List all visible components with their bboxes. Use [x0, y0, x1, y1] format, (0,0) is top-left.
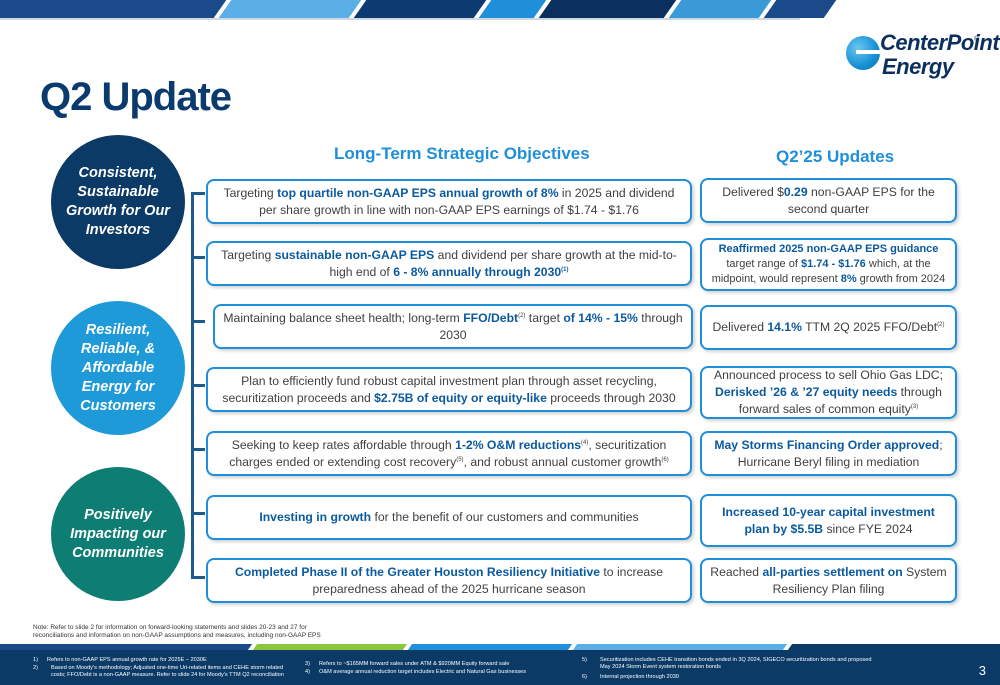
objective-box-1: Targeting top quartile non-GAAP EPS annu… [206, 179, 692, 224]
objective-box-4: Plan to efficiently fund robust capital … [206, 367, 692, 412]
pillar-communities: Positively Impacting our Communities [51, 467, 185, 601]
footnote-1: 1) Refers to non-GAAP EPS annual growth r… [33, 657, 207, 663]
top-decorative-stripes [0, 0, 1000, 18]
footnote-3: 3) Refers to ~$165MM forward sales under … [305, 661, 510, 667]
page-title: Q2 Update [40, 75, 232, 119]
top-divider [0, 18, 800, 20]
update-box-6: Increased 10-year capital investment pla… [700, 494, 957, 547]
slide-note: Note: Refer to slide 2 for information o… [33, 624, 321, 639]
bracket-tick [191, 448, 205, 451]
update-box-5: May Storms Financing Order approved; Hur… [700, 431, 957, 476]
bracket-tick [191, 384, 205, 387]
objectives-header: Long-Term Strategic Objectives [334, 144, 590, 163]
updates-header: Q2’25 Updates [776, 147, 895, 166]
update-box-2: Reaffirmed 2025 non-GAAP EPS guidance ta… [700, 238, 957, 291]
update-box-4: Announced process to sell Ohio Gas LDC; … [700, 366, 957, 419]
bracket-tick [191, 576, 205, 579]
logo-text-line2: Energy [882, 54, 954, 79]
objective-box-5: Seeking to keep rates affordable through… [206, 431, 692, 476]
bracket-tick [191, 192, 205, 195]
footnote-6: 6) Internal projection through 2030 [582, 674, 679, 680]
bracket-tick [191, 512, 205, 515]
pillar-customers: Resilient, Reliable, & Affordable Energy… [51, 301, 185, 435]
objective-box-3: Maintaining balance sheet health; long-t… [213, 304, 693, 349]
objective-box-2: Targeting sustainable non-GAAP EPS and d… [206, 241, 692, 286]
objective-box-6: Investing in growth for the benefit of o… [206, 495, 692, 540]
update-box-3: Delivered 14.1% TTM 2Q 2025 FFO/Debt(2) [700, 305, 957, 350]
footnote-4: 4) O&M average annual reduction target in… [305, 669, 527, 675]
bracket-tick [191, 320, 205, 323]
footnote-2: 2) Based on Moody’s methodology; Adjusted… [33, 665, 284, 678]
logo-text-line1: CenterPoint [880, 30, 1000, 55]
centerpoint-logo: CenterPoint Energy ® [846, 30, 1000, 82]
update-box-1: Delivered $0.29 non-GAAP EPS for the sec… [700, 178, 957, 223]
objective-box-7: Completed Phase II of the Greater Housto… [206, 558, 692, 603]
pillar-investors: Consistent, Sustainable Growth for Our I… [51, 135, 185, 269]
logo-registered-mark: ® [974, 36, 980, 43]
page-number: 3 [978, 663, 986, 678]
footer-bar [0, 650, 1000, 685]
update-box-7: Reached all-parties settlement on System… [700, 558, 957, 603]
footnote-5: 5) Securitization includes CEHE transitio… [582, 657, 872, 670]
bracket-tick [191, 256, 205, 259]
